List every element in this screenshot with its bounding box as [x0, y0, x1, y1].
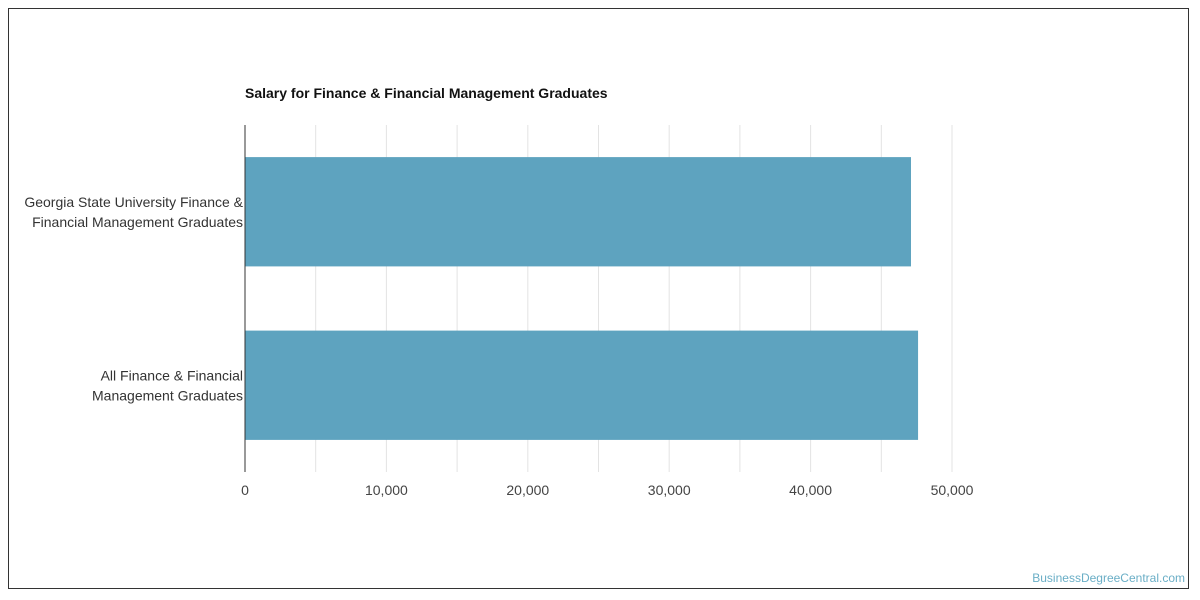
- x-tick-label: 10,000: [365, 482, 408, 498]
- x-tick-label: 20,000: [506, 482, 549, 498]
- x-tick-label: 0: [241, 482, 249, 498]
- bar: [245, 330, 919, 440]
- x-tick-label: 50,000: [931, 482, 974, 498]
- site-watermark[interactable]: BusinessDegreeCentral.com: [1032, 571, 1185, 585]
- x-tick-label: 30,000: [648, 482, 691, 498]
- bar: [245, 157, 911, 267]
- chart-title: Salary for Finance & Financial Managemen…: [245, 85, 608, 101]
- category-label: Georgia State University Finance & Financ…: [24, 194, 243, 230]
- category-label: All Finance & Financial Management Gradua…: [92, 367, 243, 403]
- x-tick-label: 40,000: [789, 482, 832, 498]
